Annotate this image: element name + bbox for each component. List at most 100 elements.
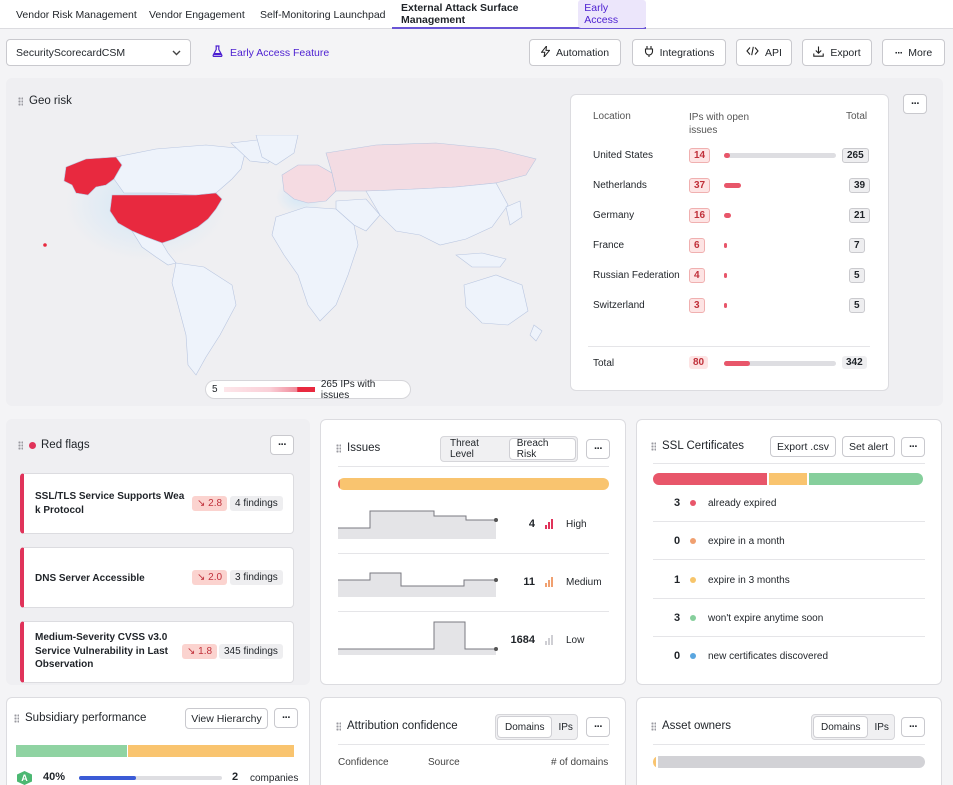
integrations-label: Integrations: [659, 46, 715, 59]
attribution-menu-button[interactable]: ···: [586, 717, 610, 737]
export-button[interactable]: Export: [802, 39, 872, 66]
drag-handle-icon[interactable]: [18, 440, 23, 450]
tab-vendor-engagement[interactable]: Vendor Engagement: [149, 8, 245, 21]
view-hierarchy-button[interactable]: View Hierarchy: [185, 708, 268, 729]
red-flag-line: Service Vulnerability in Last: [35, 645, 169, 657]
status-dot-icon: [690, 500, 696, 506]
red-flags-title: Red flags: [18, 439, 90, 451]
ssl-menu-button[interactable]: ···: [901, 437, 925, 457]
grade-unit: companies: [250, 773, 299, 784]
tab-self-monitoring[interactable]: Self-Monitoring Launchpad: [260, 8, 386, 21]
subsidiary-menu-button[interactable]: ···: [274, 708, 298, 728]
drag-handle-icon[interactable]: [336, 443, 341, 453]
chevron-down-icon: [172, 47, 181, 59]
location-bar: [724, 183, 836, 188]
ssl-count: 1: [674, 573, 681, 586]
red-flag-item[interactable]: Medium-Severity CVSS v3.0 Service Vulner…: [20, 621, 294, 683]
automation-label: Automation: [555, 46, 610, 59]
drag-handle-icon[interactable]: [336, 721, 341, 731]
divider: [588, 346, 870, 347]
grade-percent: 40%: [43, 771, 66, 783]
issue-level: High: [566, 519, 587, 530]
drag-handle-icon[interactable]: [651, 721, 656, 731]
tab-easm[interactable]: External Attack Surface Management Early…: [392, 0, 646, 29]
drag-handle-icon[interactable]: [14, 713, 19, 723]
ips-tab[interactable]: IPs: [874, 721, 889, 733]
ssl-label: expire in a month: [708, 536, 785, 548]
location-name: France: [593, 240, 625, 251]
domains-tab[interactable]: Domains: [814, 717, 868, 737]
issue-count: 11: [523, 576, 535, 588]
signal-icon: [545, 518, 553, 529]
lightning-icon: [540, 43, 551, 60]
red-flag-item[interactable]: DNS Server Accessible ↘ 2.0 3 findings: [20, 547, 294, 608]
early-access-link[interactable]: Early Access Feature: [212, 45, 329, 60]
drag-handle-icon[interactable]: [651, 441, 656, 451]
divider: [338, 744, 609, 745]
red-flag-line: k Protocol: [35, 504, 84, 516]
geo-menu-button[interactable]: ···: [903, 94, 927, 114]
world-map[interactable]: [36, 135, 546, 380]
set-alert-button[interactable]: Set alert: [842, 436, 895, 457]
col-ips: IPs with open issues: [689, 112, 750, 136]
map-legend: 5 265 IPs with issues: [205, 379, 411, 401]
location-bar-fill: [724, 303, 727, 308]
findings-badge: 3 findings: [230, 570, 283, 585]
export-csv-button[interactable]: Export .csv: [770, 436, 836, 457]
red-flags-menu-button[interactable]: ···: [270, 435, 294, 455]
domains-tab[interactable]: Domains: [498, 717, 552, 737]
location-name: Switzerland: [593, 300, 645, 311]
owners-bar: [653, 756, 925, 768]
divider: [338, 553, 609, 554]
grade-progress: [79, 776, 222, 780]
status-dot-icon: [690, 614, 696, 621]
divider: [338, 611, 609, 612]
map-region-south-america: [171, 262, 237, 376]
total-count: 21: [849, 208, 871, 223]
ssl-title: SSL Certificates: [651, 440, 744, 452]
total-label: Total: [593, 358, 615, 369]
owners-menu-button[interactable]: ···: [901, 717, 925, 737]
attribution-title-text: Attribution confidence: [347, 720, 458, 732]
more-button[interactable]: ··· More: [882, 39, 945, 66]
map-region-usa: [109, 192, 223, 244]
automation-button[interactable]: Automation: [529, 39, 621, 66]
open-ips-count: 4: [689, 268, 705, 283]
divider: [653, 463, 925, 464]
status-dot-icon: [690, 653, 696, 660]
location-table-card: [570, 94, 889, 391]
api-button[interactable]: API: [736, 39, 792, 66]
ssl-label: new certificates discovered: [708, 651, 829, 663]
integrations-button[interactable]: Integrations: [632, 39, 726, 66]
threat-level-tab[interactable]: Threat Level: [450, 438, 479, 460]
divider: [653, 744, 925, 745]
location-bar: [724, 303, 836, 308]
download-icon: [813, 46, 825, 60]
grade-count: 2: [232, 771, 239, 783]
subsidiary-bar-other: [127, 745, 294, 757]
company-select[interactable]: SecurityScorecardCSM: [6, 39, 191, 66]
issues-toggle: Threat Level Breach Risk: [440, 436, 578, 462]
issue-count: 1684: [510, 634, 535, 646]
col-domains: # of domains: [551, 757, 609, 768]
ssl-bar-expired: [653, 473, 767, 485]
status-dot-icon: [690, 538, 696, 545]
location-bar-fill: [724, 153, 730, 158]
red-flag-title: SSL/TLS Service Supports Wea k Protocol: [35, 490, 184, 517]
tab-vendor-risk[interactable]: Vendor Risk Management: [16, 8, 137, 21]
red-flag-item[interactable]: SSL/TLS Service Supports Wea k Protocol …: [20, 473, 294, 534]
red-flag-title: DNS Server Accessible: [35, 572, 145, 586]
total-ips: 80: [689, 356, 709, 369]
issues-menu-button[interactable]: ···: [586, 439, 610, 459]
issue-level: Medium: [566, 577, 602, 588]
ips-tab[interactable]: IPs: [558, 721, 573, 733]
ssl-count: 3: [674, 611, 681, 624]
location-bar: [724, 273, 836, 278]
red-flag-line: DNS Server Accessible: [35, 573, 145, 584]
company-select-value: SecurityScorecardCSM: [16, 46, 126, 59]
divider: [653, 559, 925, 561]
total-count: 265: [842, 148, 869, 163]
drag-handle-icon[interactable]: [18, 96, 23, 106]
breach-risk-tab[interactable]: Breach Risk: [509, 438, 575, 460]
issues-title: Issues: [336, 442, 380, 454]
